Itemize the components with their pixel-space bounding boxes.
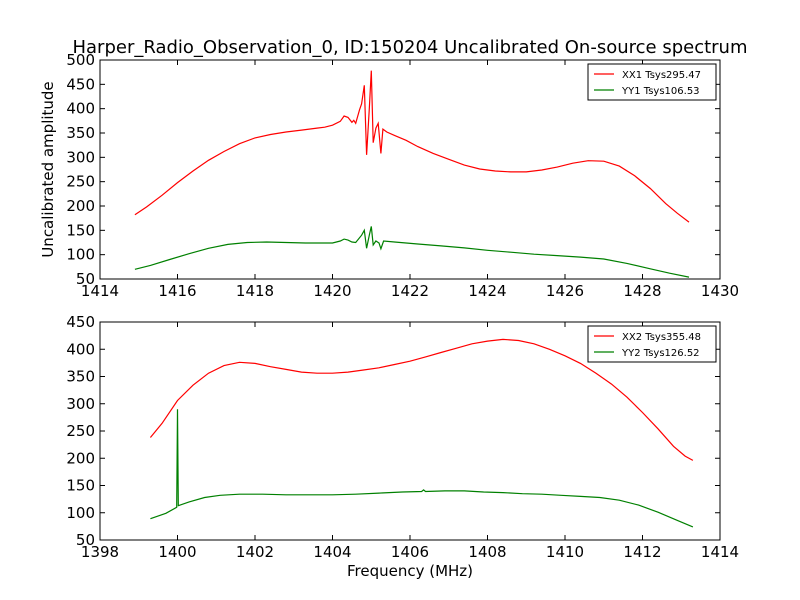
series-line-yy1 [134,226,690,278]
x-tick-label: 1410 [546,543,584,561]
x-tick-label: 1418 [236,282,274,300]
x-tick-label: 1430 [701,282,739,300]
series-line-xx2 [149,338,694,461]
y-tick-label: 300 [66,395,95,413]
legend: XX2 Tsys355.48 YY2 Tsys126.52 [587,325,717,363]
top-spectrum-panel: 1414 1416 1418 1420 1422 1424 1426 1428 1430 50 10… [39,51,739,300]
x-tick-label: 1404 [313,543,351,561]
y-axis-label: Uncalibrated amplitude [39,81,57,257]
legend-entry-label: YY2 Tsys126.52 [621,348,700,359]
legend-box [587,325,717,363]
y-tick-label: 450 [66,313,95,331]
x-tick-label: 1428 [623,282,661,300]
x-tick-label: 1426 [546,282,584,300]
x-tick-label: 1414 [81,282,119,300]
legend-entry-label: YY1 Tsys106.53 [621,86,700,97]
y-tick-label: 100 [66,504,95,522]
y-tick-label: 350 [66,124,95,142]
y-tick-label: 350 [66,368,95,386]
x-tick-label: 1412 [623,543,661,561]
y-tick-label: 400 [66,340,95,358]
x-tick-label: 1408 [468,543,506,561]
y-tick-label: 100 [66,246,95,264]
legend: XX1 Tsys295.47 YY1 Tsys106.53 [587,63,717,101]
legend-entry-label: XX1 Tsys295.47 [622,70,701,81]
y-tick-label: 300 [66,148,95,166]
y-tick-label: 400 [66,100,95,118]
y-tick-label: 250 [66,422,95,440]
x-axis-label: Frequency (MHz) [347,562,473,580]
x-tick-label: 1402 [236,543,274,561]
x-tick-label: 1420 [313,282,351,300]
y-tick-label: 150 [66,477,95,495]
x-tick-label: 1422 [391,282,429,300]
x-tick-label: 1400 [158,543,196,561]
series-line-yy2 [150,409,694,528]
bottom-spectrum-panel: 1398 1400 1402 1404 1406 1408 1410 1412 1414 50 10… [66,313,739,580]
x-tick-label: 1424 [468,282,506,300]
series-line-xx1 [134,70,690,223]
figure-title: Harper_Radio_Observation_0, ID:150204 Un… [72,37,747,58]
x-tick-label: 1414 [701,543,739,561]
y-tick-label: 50 [76,270,95,288]
y-tick-label: 150 [66,221,95,239]
y-tick-label: 450 [66,75,95,93]
y-tick-label: 250 [66,173,95,191]
x-tick-label: 1416 [158,282,196,300]
legend-box [587,63,717,101]
y-tick-label: 200 [66,197,95,215]
x-tick-label: 1406 [391,543,429,561]
x-tick-label: 1398 [81,543,119,561]
y-tick-label: 500 [66,51,95,69]
legend-entry-label: XX2 Tsys355.48 [622,332,701,343]
y-tick-label: 50 [76,531,95,549]
y-tick-label: 200 [66,449,95,467]
